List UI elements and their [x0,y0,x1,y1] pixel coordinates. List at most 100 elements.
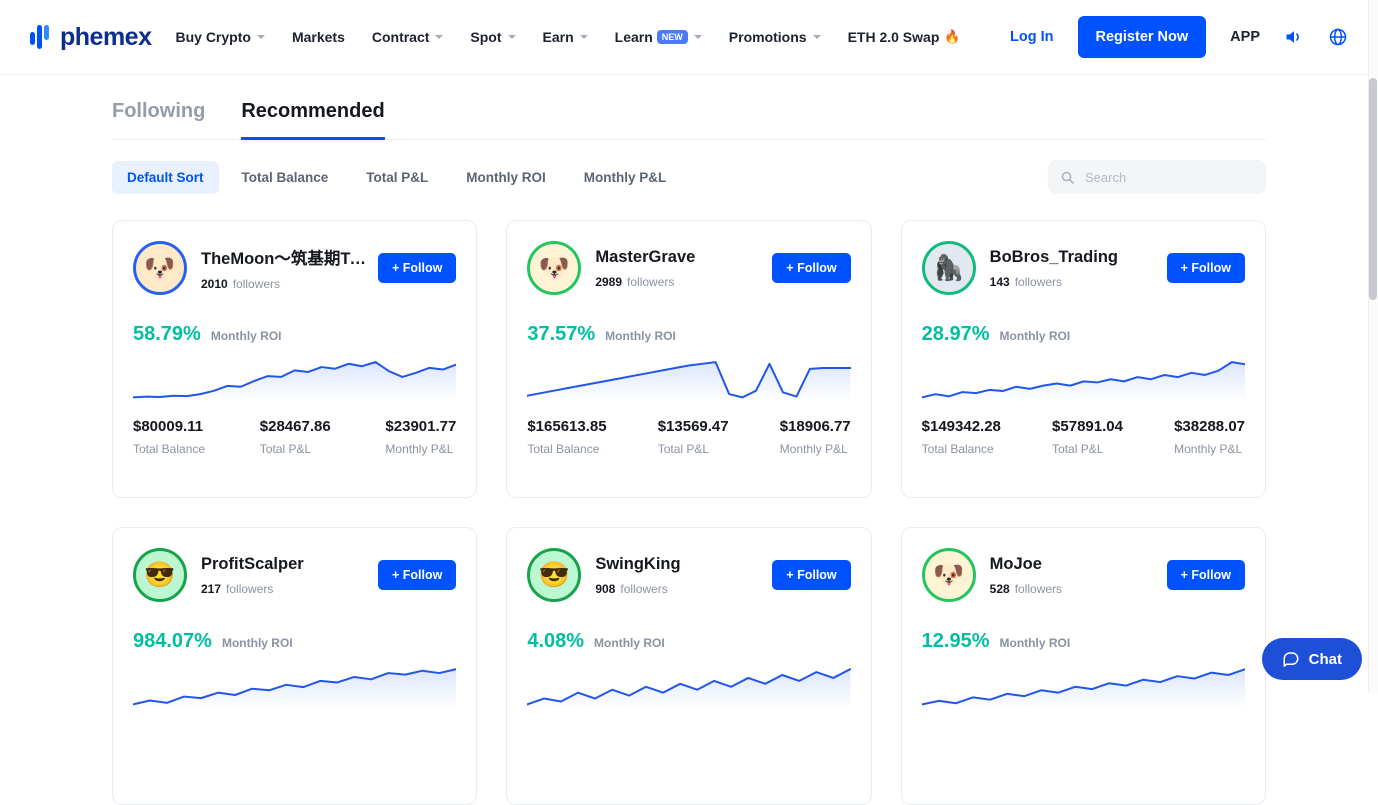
monthly-pnl-value: $23901.77 [385,418,456,435]
total-pnl-value: $28467.86 [260,418,331,435]
avatar[interactable]: 🐶 [527,241,581,295]
tab-following[interactable]: Following [112,100,205,140]
total-balance-value: $149342.28 [922,418,1001,435]
nav-buy-crypto[interactable]: Buy Crypto [175,29,264,45]
nav-earn[interactable]: Earn [543,29,588,45]
total-pnl-value: $13569.47 [658,418,729,435]
monthly-pnl-label: Monthly P&L [780,442,851,456]
performance-sparkline [527,356,850,402]
monthly-roi-value: 37.57% [527,323,595,346]
login-link[interactable]: Log In [1010,29,1054,45]
chevron-down-icon [508,35,516,39]
logo-wordmark: phemex [60,23,151,52]
phemex-logo[interactable]: phemex [30,23,151,52]
total-pnl-label: Total P&L [1052,442,1123,456]
chat-button[interactable]: Chat [1262,638,1362,680]
monthly-roi-label: Monthly ROI [605,329,676,343]
followers-count: 217 [201,582,221,596]
follow-button[interactable]: + Follow [1167,560,1245,590]
tab-recommended[interactable]: Recommended [241,100,384,140]
chevron-down-icon [694,35,702,39]
total-pnl-value: $57891.04 [1052,418,1123,435]
search-input[interactable] [1083,169,1254,186]
announcement-speaker-icon[interactable] [1284,27,1304,47]
copy-trading-page: Following Recommended Default Sort Total… [112,100,1266,805]
monthly-roi-label: Monthly ROI [211,329,282,343]
main-nav: Buy Crypto Markets Contract Spot Earn Le… [175,29,960,45]
followers-count: 2989 [595,275,622,289]
chat-bubble-icon [1282,650,1300,668]
follow-button[interactable]: + Follow [772,560,850,590]
trader-name[interactable]: BoBros_Trading [990,248,1118,267]
sort-monthly-pnl[interactable]: Monthly P&L [569,161,682,194]
follow-button[interactable]: + Follow [378,253,456,283]
performance-sparkline [922,663,1245,709]
performance-sparkline [133,663,456,709]
chevron-down-icon [813,35,821,39]
nav-contract[interactable]: Contract [372,29,444,45]
follow-button[interactable]: + Follow [378,560,456,590]
app-link[interactable]: APP [1230,29,1260,45]
monthly-pnl-label: Monthly P&L [1174,442,1245,456]
sort-default-sort[interactable]: Default Sort [112,161,219,194]
followers-count: 908 [595,582,615,596]
nav-markets[interactable]: Markets [292,29,345,45]
monthly-roi-value: 58.79% [133,323,201,346]
sort-total-pnl[interactable]: Total P&L [351,161,443,194]
followers-label: followers [620,582,667,596]
trader-name[interactable]: MasterGrave [595,248,695,267]
monthly-roi-value: 12.95% [922,630,990,653]
monthly-roi-value: 28.97% [922,323,990,346]
trader-name[interactable]: MoJoe [990,555,1062,574]
total-balance-value: $80009.11 [133,418,205,435]
followers-count: 528 [990,582,1010,596]
sort-bar: Default Sort Total Balance Total P&L Mon… [112,160,1266,194]
monthly-roi-value: 984.07% [133,630,212,653]
monthly-roi-label: Monthly ROI [1000,329,1071,343]
performance-sparkline [527,663,850,709]
trader-card[interactable]: 🐶 MasterGrave 2989 followers + Follow 37.… [506,220,871,498]
nav-spot[interactable]: Spot [470,29,515,45]
avatar[interactable]: 😎 [133,548,187,602]
search-icon [1060,170,1075,185]
avatar[interactable]: 🦍 [922,241,976,295]
followers-label: followers [1015,275,1062,289]
follow-button[interactable]: + Follow [1167,253,1245,283]
phemex-logo-icon [30,23,54,51]
avatar[interactable]: 🐶 [133,241,187,295]
trader-name[interactable]: ProfitScalper [201,555,304,574]
avatar[interactable]: 🐶 [922,548,976,602]
sort-total-balance[interactable]: Total Balance [227,161,344,194]
total-pnl-label: Total P&L [260,442,331,456]
nav-eth2-swap[interactable]: ETH 2.0 Swap🔥 [848,29,961,45]
sort-monthly-roi[interactable]: Monthly ROI [451,161,561,194]
monthly-roi-value: 4.08% [527,630,584,653]
followers-count: 2010 [201,277,228,291]
followers-label: followers [1015,582,1062,596]
monthly-roi-label: Monthly ROI [222,636,293,650]
total-balance-label: Total Balance [527,442,606,456]
search-box[interactable] [1048,160,1266,194]
avatar[interactable]: 😎 [527,548,581,602]
nav-promotions[interactable]: Promotions [729,29,821,45]
trader-name[interactable]: SwingKing [595,555,680,574]
page-scrollbar[interactable] [1368,0,1378,693]
chevron-down-icon [435,35,443,39]
follow-button[interactable]: + Follow [772,253,850,283]
chevron-down-icon [580,35,588,39]
performance-sparkline [133,356,456,402]
register-button[interactable]: Register Now [1078,16,1207,58]
monthly-pnl-value: $38288.07 [1174,418,1245,435]
total-pnl-label: Total P&L [658,442,729,456]
followers-label: followers [627,275,674,289]
language-globe-icon[interactable] [1328,27,1348,47]
trader-name[interactable]: TheMoon～筑基期Tra... [201,245,369,269]
scrollbar-thumb[interactable] [1369,78,1377,300]
trader-card-grid: 🐶 TheMoon～筑基期Tra... 2010 followers + Foll… [112,220,1266,805]
